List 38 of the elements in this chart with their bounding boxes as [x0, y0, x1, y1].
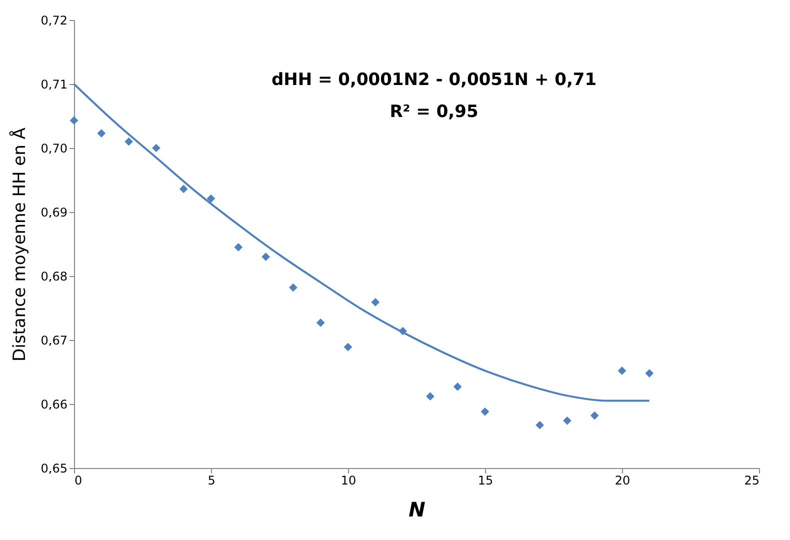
y-axis-title: Distance moyenne HH en Å: [8, 127, 30, 362]
point: [289, 283, 298, 292]
point: [234, 243, 243, 252]
point: [618, 366, 626, 375]
y-tick-label: 0,68: [40, 270, 68, 284]
annotation: R² = 0,95: [390, 102, 478, 122]
point: [480, 407, 490, 416]
point: [316, 318, 325, 327]
y-tick-label: 0,66: [40, 398, 68, 412]
point: [97, 129, 106, 138]
point: [536, 420, 544, 430]
point: [453, 382, 462, 391]
y-tick-label: 0,72: [40, 14, 68, 28]
point: [563, 416, 572, 425]
point: [70, 116, 78, 125]
point: [206, 194, 216, 203]
point: [262, 252, 270, 261]
point: [344, 342, 352, 352]
point: [124, 137, 133, 146]
x-tick-label: 10: [340, 474, 356, 488]
point: [179, 184, 188, 194]
point: [371, 298, 380, 306]
x-tick-label: 0: [74, 474, 82, 488]
y-tick-label: 0,69: [40, 206, 68, 220]
x-axis-title: N: [408, 498, 426, 522]
x-tick-label: 20: [614, 474, 630, 488]
y-tick-label: 0,71: [40, 78, 68, 92]
point: [152, 144, 160, 152]
point: [426, 392, 434, 401]
y-tick-label: 0,65: [40, 462, 68, 476]
x-tick-label: 25: [744, 474, 760, 488]
x-tick-label: 5: [208, 474, 216, 488]
y-tick-label: 0,67: [40, 334, 68, 348]
x-tick-label: 15: [478, 474, 494, 488]
point: [590, 411, 599, 420]
point: [645, 369, 654, 378]
y-tick-label: 0,70: [40, 142, 68, 156]
annotation: dHH = 0,0001N2 - 0,0051N + 0,71: [271, 70, 597, 90]
